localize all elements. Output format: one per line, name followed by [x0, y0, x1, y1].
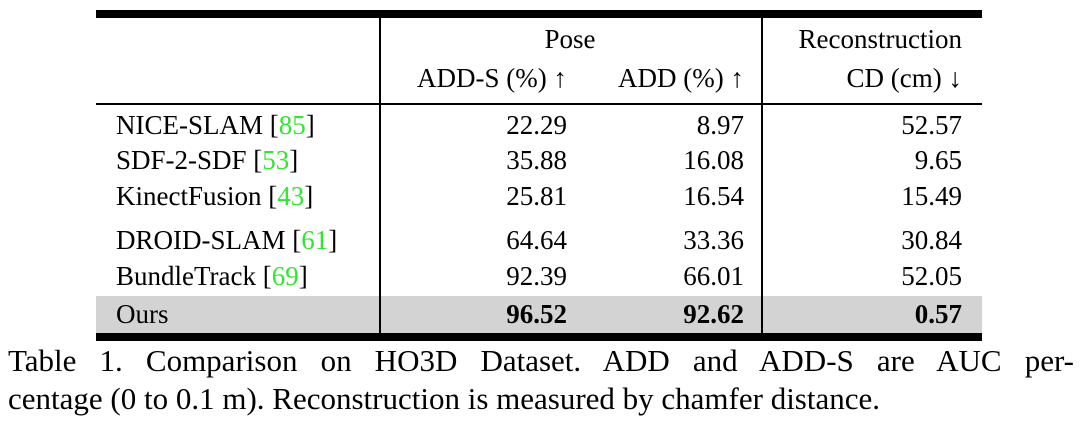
- column-divider: [761, 142, 763, 179]
- header-pose: Pose: [544, 24, 596, 54]
- method-label: KinectFusion: [116, 181, 262, 211]
- method-name: NICE-SLAM [85]: [116, 110, 315, 140]
- method-label: DROID-SLAM: [116, 225, 286, 255]
- citation-link[interactable]: 85: [278, 110, 306, 140]
- value-add: 33.36: [683, 225, 744, 255]
- column-divider: [379, 222, 381, 259]
- table-row: KinectFusion [43] 25.81 16.54 15.49: [96, 179, 982, 222]
- citation-link[interactable]: 69: [271, 261, 299, 291]
- value-add-s: 22.29: [506, 110, 567, 140]
- value-add: 8.97: [696, 110, 744, 140]
- citation-link[interactable]: 43: [277, 181, 305, 211]
- ours-row: Ours 96.52 92.62 0.57: [96, 296, 982, 333]
- column-divider: [379, 105, 381, 142]
- column-divider: [761, 296, 763, 333]
- value-add: 66.01: [683, 261, 744, 291]
- value-add-s: 96.52: [506, 299, 567, 329]
- value-add-s: 64.64: [506, 225, 567, 255]
- method-label: SDF-2-SDF: [116, 145, 247, 175]
- header-cd: CD (cm) ↓: [846, 63, 962, 93]
- value-cd: 9.65: [914, 145, 962, 175]
- column-divider: [379, 18, 381, 56]
- header-rule: [96, 103, 982, 105]
- header-add-s: ADD-S (%) ↑: [417, 63, 567, 93]
- top-rule: [96, 10, 982, 18]
- column-divider: [379, 179, 381, 222]
- value-cd: 52.05: [901, 261, 962, 291]
- value-cd: 30.84: [901, 225, 962, 255]
- value-add-s: 92.39: [506, 261, 567, 291]
- value-add-s: 25.81: [506, 181, 567, 211]
- table-caption: Table 1. Comparison on HO3D Dataset. ADD…: [8, 342, 1074, 418]
- method-name: KinectFusion [43]: [116, 181, 314, 211]
- column-divider: [761, 105, 763, 142]
- column-divider: [761, 179, 763, 222]
- caption-line: centage (0 to 0.1 m). Reconstruction is …: [8, 381, 881, 416]
- citation-link[interactable]: 53: [262, 145, 290, 175]
- column-divider: [379, 56, 381, 103]
- method-name: SDF-2-SDF [53]: [116, 145, 299, 175]
- value-add: 16.08: [683, 145, 744, 175]
- results-table: Pose Reconstruction ADD-S (%) ↑ ADD (%) …: [96, 10, 982, 341]
- table-row: SDF-2-SDF [53] 35.88 16.08 9.65: [96, 142, 982, 179]
- column-divider: [379, 259, 381, 296]
- value-add-s: 35.88: [506, 145, 567, 175]
- column-divider: [761, 56, 763, 103]
- column-divider: [379, 142, 381, 179]
- value-cd: 0.57: [914, 299, 962, 329]
- method-name: DROID-SLAM [61]: [116, 225, 338, 255]
- method-name: BundleTrack [69]: [116, 261, 308, 291]
- column-divider: [761, 222, 763, 259]
- value-cd: 52.57: [901, 110, 962, 140]
- table-row: DROID-SLAM [61] 64.64 33.36 30.84: [96, 222, 982, 259]
- value-cd: 15.49: [901, 181, 962, 211]
- value-add: 92.62: [683, 299, 744, 329]
- column-divider: [761, 18, 763, 56]
- column-divider: [761, 259, 763, 296]
- value-add: 16.54: [683, 181, 744, 211]
- group-header-row: Pose Reconstruction: [96, 18, 982, 56]
- table-row: NICE-SLAM [85] 22.29 8.97 52.57: [96, 105, 982, 142]
- caption-line: Table 1. Comparison on HO3D Dataset. ADD…: [8, 343, 1074, 378]
- method-label: NICE-SLAM: [116, 110, 263, 140]
- method-name: Ours: [116, 299, 169, 329]
- bottom-rule: [96, 333, 982, 341]
- header-reconstruction: Reconstruction: [798, 24, 962, 54]
- table-row: BundleTrack [69] 92.39 66.01 52.05: [96, 259, 982, 296]
- column-header-row: ADD-S (%) ↑ ADD (%) ↑ CD (cm) ↓: [96, 56, 982, 103]
- column-divider: [379, 296, 381, 333]
- citation-link[interactable]: 61: [301, 225, 329, 255]
- method-label: BundleTrack: [116, 261, 256, 291]
- header-add: ADD (%) ↑: [618, 63, 744, 93]
